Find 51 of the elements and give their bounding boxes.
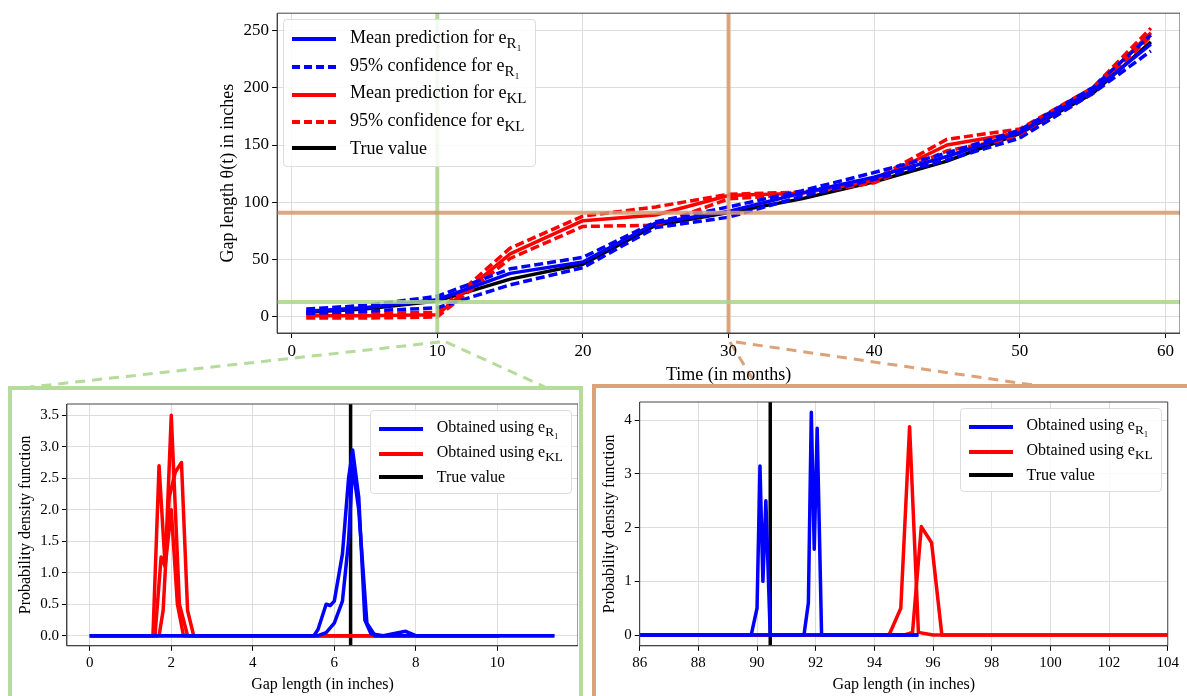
y-axis-title: Probability density function: [599, 434, 618, 614]
legend-label: Obtained using e$_{R₁}$: [1026, 416, 1149, 439]
y-tick-label: 3.5: [40, 406, 59, 423]
legend-label: Obtained using e$_{R₁}$: [436, 418, 559, 441]
x-tick-label: 0: [86, 653, 94, 670]
x-tick-label: 60: [1156, 340, 1174, 360]
x-tick-label: 88: [690, 653, 706, 670]
x-tick-label: 6: [330, 653, 339, 670]
legend-label: True value: [436, 468, 506, 487]
x-tick-label: 96: [925, 653, 942, 670]
legend-label: Mean prediction for e$_{KL}$: [350, 82, 527, 107]
y-tick-label: 0.0: [40, 626, 59, 643]
y-tick-label: 200: [243, 77, 270, 97]
x-tick-label: 98: [984, 653, 1000, 670]
x-tick-label: 8: [412, 653, 420, 670]
y-tick-label: 150: [243, 134, 270, 154]
legend-label: Mean prediction for e$_{R₁}$: [350, 27, 522, 52]
x-tick-label: 86: [632, 653, 648, 670]
y-tick-label: 2.0: [40, 500, 59, 517]
x-tick-label: 100: [1039, 653, 1062, 670]
legend-label: Obtained using e$_{KL}$: [1026, 441, 1153, 464]
x-axis-title: Gap length (in inches): [251, 674, 394, 693]
y-tick-label: 1.5: [40, 532, 59, 549]
y-tick-label: 3.0: [40, 437, 59, 454]
y-tick-label: 50: [252, 249, 270, 269]
y-tick-label: 100: [243, 191, 270, 211]
y-tick-label: 0.5: [40, 595, 59, 612]
legend-label: Obtained using e$_{KL}$: [436, 443, 563, 466]
y-tick-label: 2: [624, 518, 632, 535]
y-tick-label: 0: [260, 306, 270, 326]
y-axis-title: Probability density function: [15, 435, 34, 615]
y-axis-title: Gap length θ(t) in inches: [216, 83, 238, 263]
x-axis-title: Gap length (in inches): [832, 674, 976, 693]
y-tick-label: 3: [624, 464, 632, 481]
x-tick-label: 94: [866, 653, 883, 670]
legend-label: True value: [350, 137, 427, 159]
x-tick-label: 90: [749, 653, 765, 670]
y-tick-label: 1.0: [40, 563, 59, 580]
y-tick-label: 2.5: [40, 469, 59, 486]
x-tick-label: 102: [1097, 653, 1121, 670]
x-tick-label: 92: [808, 653, 824, 670]
legend-label: 95% confidence for e$_{R₁}$: [350, 54, 520, 80]
x-tick-label: 2: [167, 653, 176, 670]
y-tick-label: 250: [243, 19, 270, 39]
y-tick-label: 4: [624, 411, 633, 428]
x-tick-label: 104: [1156, 653, 1180, 670]
x-tick-label: 10: [489, 653, 505, 670]
legend-label: True value: [1026, 466, 1095, 485]
legend-label: 95% confidence for e$_{KL}$: [350, 109, 525, 135]
y-tick-label: 1: [624, 572, 632, 589]
y-tick-label: 0: [624, 626, 632, 642]
